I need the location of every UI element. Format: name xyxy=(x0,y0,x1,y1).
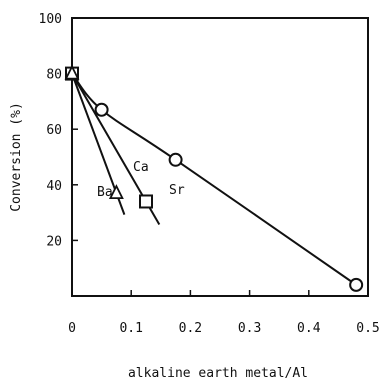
y-tick-label-2: 60 xyxy=(46,123,62,138)
x-tick-label-5: 0.5 xyxy=(356,321,379,336)
curve-ca xyxy=(71,72,357,286)
point-sr-1 xyxy=(139,194,153,209)
y-axis-title: Conversion (%) xyxy=(9,102,24,212)
y-tick-label-4: 100 xyxy=(39,12,62,27)
point-ca-1 xyxy=(94,102,109,117)
y-tick-label-1: 40 xyxy=(46,179,62,194)
x-tick-label-2: 0.2 xyxy=(179,321,202,336)
y-tick-label-0: 20 xyxy=(46,234,62,249)
series-label-sr: Sr xyxy=(169,183,185,198)
x-tick-label-1: 0.1 xyxy=(119,321,142,336)
point-ca-2 xyxy=(168,152,183,167)
curves xyxy=(71,72,357,286)
x-tick-label-3: 0.3 xyxy=(238,321,261,336)
point-ca-3 xyxy=(349,277,364,292)
series-label-ba: Ba xyxy=(97,185,113,200)
y-tick-label-3: 80 xyxy=(46,68,62,83)
markers xyxy=(64,64,364,292)
x-axis-title: alkaline earth metal/Al xyxy=(128,366,308,381)
point-ba-0 xyxy=(64,64,80,80)
axis-ticks: 0 0.1 0.2 0.3 0.4 0.5 20 40 60 80 100 xyxy=(39,12,379,336)
series-label-ca: Ca xyxy=(133,160,149,175)
plot-frame xyxy=(71,17,369,297)
point-ba-1 xyxy=(108,184,124,200)
x-tick-label-0: 0 xyxy=(68,321,76,336)
x-tick-label-4: 0.4 xyxy=(297,321,321,336)
